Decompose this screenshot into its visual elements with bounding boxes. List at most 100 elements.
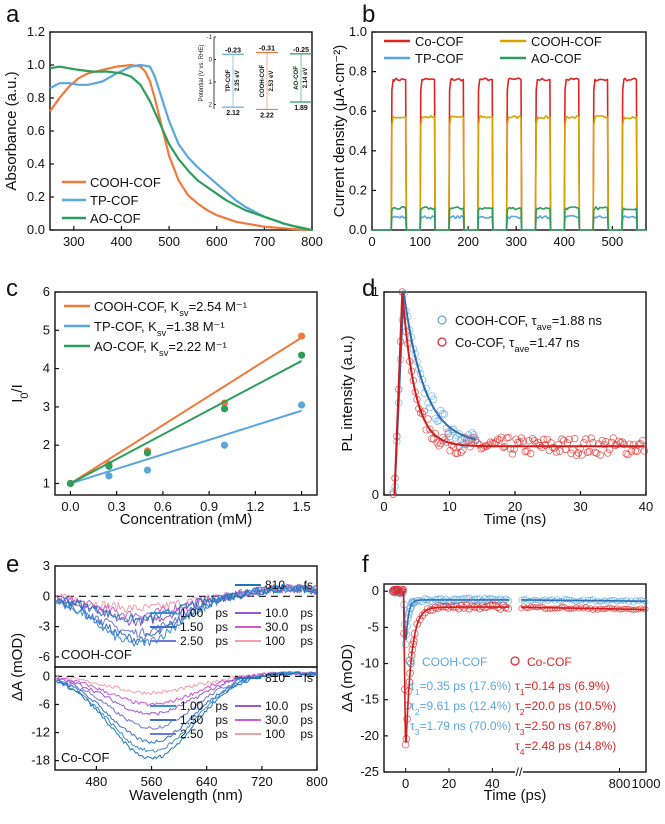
data-point bbox=[435, 442, 443, 450]
x-tick-label: 0.6 bbox=[154, 499, 172, 514]
y-tick-label: 0.6 bbox=[27, 123, 45, 138]
x-tick-label: 300 bbox=[63, 234, 85, 249]
y-tick-label: -12 bbox=[31, 725, 50, 740]
data-point bbox=[440, 410, 449, 418]
data-point bbox=[609, 434, 617, 442]
x-axis-title: Time (ps) bbox=[484, 787, 547, 804]
legend-unit: ps bbox=[300, 713, 313, 727]
data-point bbox=[105, 462, 113, 470]
data-point bbox=[457, 435, 465, 444]
x-tick-label: 1000 bbox=[632, 776, 661, 791]
data-point bbox=[389, 490, 397, 498]
data-point bbox=[401, 640, 410, 649]
series-Co-COF bbox=[372, 77, 646, 231]
x-tick-label: 800 bbox=[301, 234, 323, 249]
series-AO-COF bbox=[49, 65, 313, 232]
data-point bbox=[592, 598, 599, 605]
legend-label: AO-COF bbox=[531, 51, 582, 66]
legend-label: Co-COF, τave=1.47 ns bbox=[455, 335, 580, 354]
data-point bbox=[587, 434, 595, 442]
band-inset: -1 0 1 2 Potential (V vs. RHE) -0.23 2.12 TP-CO… bbox=[199, 35, 312, 119]
data-point bbox=[446, 432, 454, 440]
data-point bbox=[397, 587, 405, 596]
x-tick-label: 1.2 bbox=[246, 499, 264, 514]
y-tick-label: 4 bbox=[43, 361, 50, 376]
legend-unit: ps bbox=[215, 699, 228, 713]
data-point bbox=[561, 596, 568, 603]
data-point bbox=[491, 601, 500, 610]
inset-band-name: COOH-COF bbox=[260, 64, 266, 97]
data-point bbox=[451, 434, 460, 442]
panel-label: c bbox=[6, 275, 18, 302]
legend-marker bbox=[510, 656, 520, 666]
y-tick-label: 1 bbox=[43, 476, 50, 491]
panel-label: a bbox=[6, 1, 20, 28]
data-point bbox=[429, 606, 437, 614]
data-point bbox=[642, 599, 649, 606]
data-point bbox=[574, 449, 583, 457]
y-tick-label: 5 bbox=[43, 322, 50, 337]
data-point bbox=[519, 437, 528, 445]
y-tick-label: 0.2 bbox=[349, 182, 367, 197]
spectrum-2.50ps bbox=[56, 671, 317, 730]
y-tick-label: -6 bbox=[38, 696, 50, 711]
data-point bbox=[220, 441, 229, 449]
subplot-Co-COF: -18 -12 -6 0 480 560 640 720 800 Co-COF 810 fs 1.00 p… bbox=[31, 666, 328, 789]
x-tick-label: 560 bbox=[141, 774, 163, 789]
y-axis-title: ΔA (mOD) bbox=[9, 633, 26, 701]
inset-vb-value: 2.22 bbox=[260, 112, 274, 119]
data-point bbox=[544, 605, 551, 612]
x-tick-label: 20 bbox=[442, 776, 456, 791]
y-axis-title: ΔA (mOD) bbox=[339, 644, 356, 712]
data-point bbox=[593, 449, 601, 457]
data-point bbox=[497, 433, 506, 442]
data-point bbox=[596, 451, 605, 459]
inset-gap-value: 2.53 eV bbox=[269, 71, 275, 92]
y-axis-title: PL intensity (a.u.) bbox=[339, 335, 356, 451]
data-point bbox=[504, 604, 513, 613]
data-point bbox=[297, 401, 306, 409]
data-point bbox=[495, 436, 504, 444]
plot-frame bbox=[54, 291, 318, 496]
panel-c: 0.0 0.3 0.6 0.9 1.2 1.5 1 2 3 4 5 6 Concentration (m… bbox=[9, 284, 318, 528]
data-point bbox=[572, 451, 581, 460]
data-point bbox=[505, 433, 513, 442]
legend-unit: fs bbox=[304, 578, 313, 592]
tau-value: τ1=0.35 ps (17.6%) bbox=[410, 679, 511, 697]
legend-unit: fs bbox=[304, 671, 313, 685]
inset-tick-label: 2 bbox=[209, 103, 213, 109]
data-point bbox=[297, 351, 306, 359]
data-point bbox=[633, 447, 641, 456]
data-point bbox=[516, 438, 524, 446]
y-tick-label: 2 bbox=[43, 437, 50, 452]
data-point bbox=[143, 466, 152, 474]
legend-label: TP-COF bbox=[415, 51, 463, 66]
panel-b: 0 100 200 300 400 500 0.0 0.2 0.4 0.6 0.8 1.0Curren… bbox=[331, 24, 647, 249]
x-tick-label: 40 bbox=[639, 499, 653, 514]
data-point bbox=[558, 435, 566, 443]
data-point bbox=[554, 440, 562, 449]
data-point bbox=[416, 615, 424, 624]
x-tick-label: 640 bbox=[196, 774, 218, 789]
legend-label: TP-COF bbox=[90, 193, 138, 208]
data-point bbox=[626, 440, 634, 448]
data-point bbox=[465, 604, 474, 613]
data-point bbox=[537, 603, 544, 610]
legend-unit: ps bbox=[300, 699, 313, 713]
data-point bbox=[504, 597, 513, 605]
data-point bbox=[220, 405, 229, 413]
y-tick-label: -6 bbox=[38, 649, 50, 664]
data-point bbox=[542, 605, 549, 612]
spectrum-1.50ps bbox=[56, 671, 318, 744]
data-point bbox=[421, 595, 429, 603]
legend-marker bbox=[437, 337, 447, 347]
x-tick-label: 500 bbox=[601, 234, 623, 249]
y-tick-label: 0.0 bbox=[349, 222, 367, 237]
y-tick-label: 0 bbox=[43, 588, 50, 603]
y-tick-label: 1.0 bbox=[27, 57, 45, 72]
legend-delay: 2.50 bbox=[180, 634, 204, 648]
legend-delay: 10.0 bbox=[265, 699, 289, 713]
x-tick-label: 700 bbox=[254, 234, 276, 249]
y-tick-label: -10 bbox=[360, 656, 379, 671]
x-tick-label: 0.3 bbox=[108, 499, 126, 514]
